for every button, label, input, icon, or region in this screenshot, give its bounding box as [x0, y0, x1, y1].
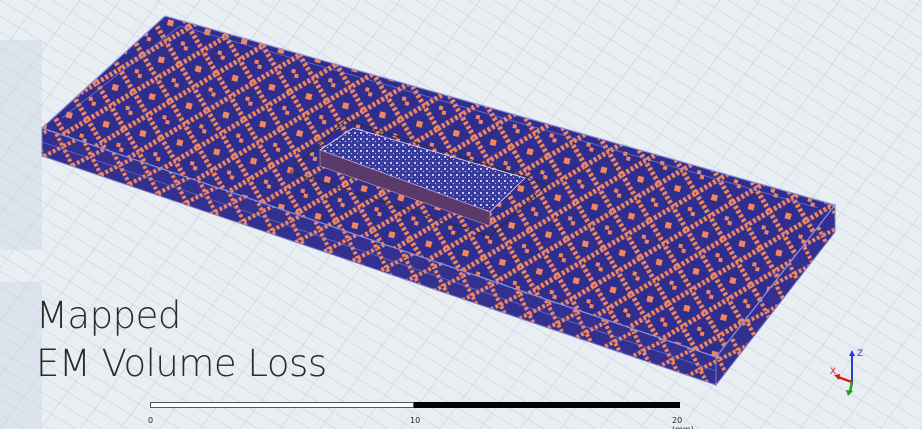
- chip-outline: [289, 119, 549, 237]
- scale-bar: 0 10 20 (mm): [148, 402, 694, 429]
- scale-bar-white-segment: [150, 402, 414, 408]
- side-panel-upper: [0, 40, 42, 250]
- board-layer-line: [41, 141, 717, 372]
- side-panel-lower: [0, 282, 42, 429]
- axis-z-label: Z: [857, 349, 863, 359]
- chip-front: [319, 149, 491, 227]
- scale-tick-20: 20 (mm): [672, 416, 694, 429]
- scale-tick-10: 10: [410, 416, 421, 425]
- result-overlay-title: Mapped EM Volume Loss: [36, 292, 327, 388]
- axis-x-label: X: [830, 367, 836, 377]
- scale-tick-0: 0: [148, 416, 154, 425]
- overlay-line-2: EM Volume Loss: [36, 342, 327, 385]
- board-layer-line: [61, 25, 819, 209]
- overlay-line-1: Mapped: [36, 294, 181, 337]
- scale-bar-black-segment: [414, 402, 680, 408]
- axis-triad-icon: Z X: [830, 349, 863, 396]
